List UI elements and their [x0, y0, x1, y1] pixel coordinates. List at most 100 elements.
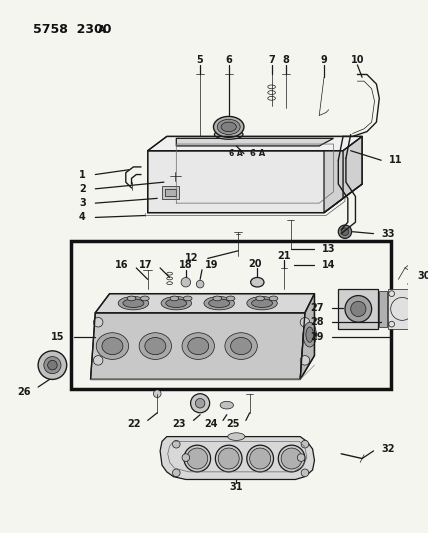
Text: A: A [98, 25, 106, 35]
Ellipse shape [228, 433, 245, 440]
Circle shape [297, 454, 305, 462]
Ellipse shape [269, 296, 278, 301]
Text: 24: 24 [204, 419, 217, 429]
Ellipse shape [213, 296, 222, 301]
Ellipse shape [209, 299, 230, 308]
Text: 28: 28 [310, 317, 324, 327]
Ellipse shape [226, 296, 235, 301]
Ellipse shape [140, 296, 149, 301]
Polygon shape [300, 294, 315, 379]
Bar [338, 289, 378, 329]
Circle shape [48, 360, 57, 370]
Ellipse shape [303, 322, 316, 347]
Circle shape [300, 318, 310, 327]
Bar [162, 186, 179, 199]
Text: 5: 5 [197, 55, 203, 65]
Text: 17: 17 [139, 260, 152, 270]
Ellipse shape [250, 448, 270, 469]
Text: 4: 4 [79, 213, 86, 222]
Polygon shape [324, 136, 362, 213]
Circle shape [172, 469, 180, 477]
Text: 9: 9 [321, 55, 327, 65]
Ellipse shape [252, 299, 273, 308]
Bar [165, 189, 176, 197]
Circle shape [345, 296, 372, 322]
Ellipse shape [214, 116, 244, 138]
Text: 29: 29 [310, 332, 324, 342]
Circle shape [301, 469, 309, 477]
Text: 26: 26 [17, 387, 30, 397]
Text: 19: 19 [205, 260, 218, 270]
Circle shape [195, 399, 205, 408]
Ellipse shape [188, 337, 209, 354]
Circle shape [300, 356, 310, 365]
Text: 10: 10 [351, 55, 364, 65]
Ellipse shape [96, 333, 129, 359]
Ellipse shape [214, 130, 243, 139]
Text: 1: 1 [79, 169, 86, 180]
Text: 6 A: 6 A [250, 149, 265, 158]
Ellipse shape [215, 445, 242, 472]
Ellipse shape [166, 299, 187, 308]
Text: 14: 14 [322, 260, 336, 270]
Ellipse shape [187, 448, 208, 469]
Text: 25: 25 [227, 419, 240, 429]
Circle shape [93, 356, 103, 365]
Text: 33: 33 [381, 229, 395, 239]
Ellipse shape [182, 333, 214, 359]
Ellipse shape [170, 296, 178, 301]
Ellipse shape [251, 278, 264, 287]
Text: 13: 13 [322, 244, 336, 254]
Circle shape [44, 357, 61, 374]
Polygon shape [95, 294, 315, 313]
Text: 5758  2300: 5758 2300 [33, 23, 112, 36]
Polygon shape [91, 313, 305, 379]
Ellipse shape [256, 296, 265, 301]
Ellipse shape [204, 296, 235, 310]
Ellipse shape [184, 296, 192, 301]
Ellipse shape [220, 401, 234, 409]
Bar [379, 291, 387, 327]
Circle shape [38, 351, 67, 379]
Ellipse shape [102, 337, 123, 354]
Circle shape [181, 278, 190, 287]
Ellipse shape [161, 296, 192, 310]
Text: 20: 20 [249, 259, 262, 269]
Ellipse shape [127, 296, 136, 301]
Ellipse shape [217, 119, 240, 134]
Circle shape [341, 228, 349, 236]
Polygon shape [160, 437, 315, 480]
Text: 22: 22 [128, 419, 141, 429]
Circle shape [338, 225, 352, 238]
Ellipse shape [123, 299, 144, 308]
Circle shape [301, 440, 309, 448]
Text: 3: 3 [79, 198, 86, 208]
Text: 16: 16 [115, 260, 129, 270]
Ellipse shape [145, 337, 166, 354]
Text: 12: 12 [185, 253, 198, 263]
Bar [388, 289, 416, 329]
Text: 6: 6 [225, 55, 232, 65]
Ellipse shape [247, 445, 273, 472]
Circle shape [196, 280, 204, 288]
Ellipse shape [247, 296, 277, 310]
Bar [71, 241, 391, 389]
Polygon shape [148, 151, 343, 213]
Circle shape [190, 394, 210, 413]
Text: 21: 21 [277, 252, 291, 262]
Ellipse shape [225, 333, 257, 359]
Text: 2: 2 [79, 184, 86, 194]
Text: 23: 23 [172, 419, 186, 429]
Text: 27: 27 [310, 303, 324, 313]
Ellipse shape [184, 445, 211, 472]
Ellipse shape [278, 445, 305, 472]
Text: 30: 30 [417, 271, 428, 280]
Text: 8: 8 [282, 55, 289, 65]
Ellipse shape [231, 337, 252, 354]
Text: 32: 32 [381, 444, 395, 454]
Ellipse shape [306, 327, 314, 342]
Circle shape [153, 390, 161, 398]
Text: 6 A: 6 A [229, 149, 243, 158]
Text: 31: 31 [229, 482, 243, 492]
Text: 11: 11 [389, 155, 402, 165]
